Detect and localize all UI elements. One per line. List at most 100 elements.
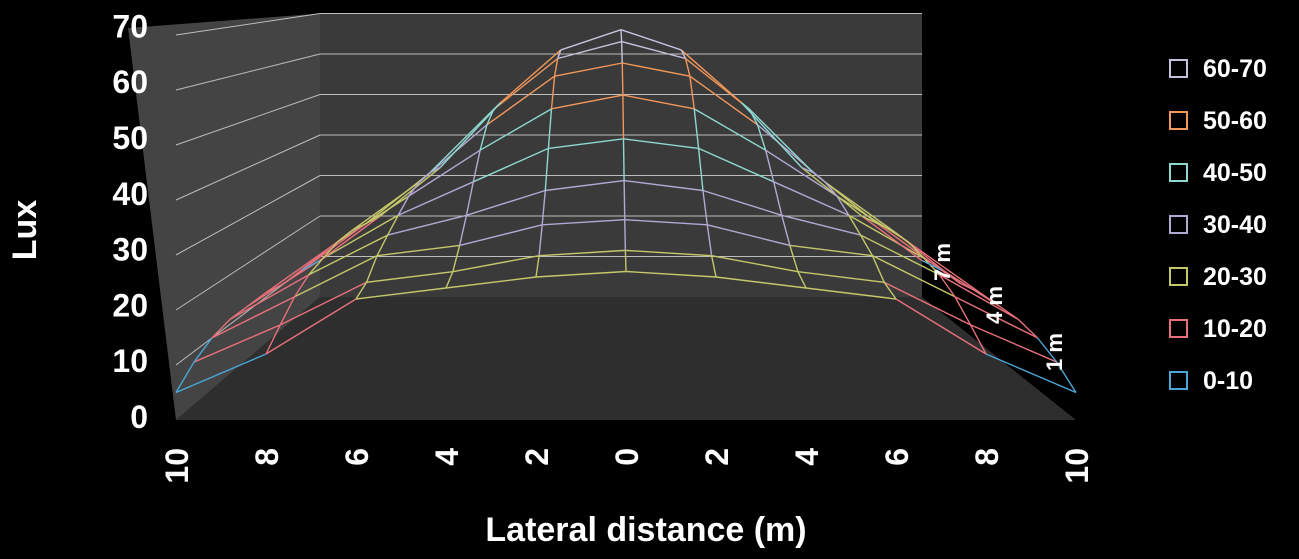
- mesh-segment: [907, 241, 925, 259]
- mesh-segment: [748, 108, 759, 126]
- mesh-segment: [500, 49, 562, 104]
- surface-mesh: [175, 29, 1077, 394]
- mesh-segment: [418, 172, 431, 183]
- mesh-segment: [408, 149, 481, 197]
- mesh-segment: [355, 287, 447, 300]
- mesh-segment: [748, 108, 814, 174]
- mesh-segment: [861, 215, 878, 225]
- mesh-segment: [622, 62, 691, 77]
- x-tick-label: 10: [159, 448, 195, 484]
- floor-plane: [176, 297, 1076, 420]
- mesh-segment: [336, 230, 353, 243]
- mesh-segment: [970, 324, 1058, 363]
- mesh-segment: [801, 166, 863, 217]
- mesh-segment: [486, 75, 556, 126]
- mesh-segment: [365, 172, 431, 225]
- mesh-segment: [907, 241, 981, 294]
- mesh-segment: [479, 124, 488, 151]
- legend-swatch: [1169, 215, 1188, 234]
- mesh-segment: [493, 102, 502, 110]
- mesh-segment: [812, 172, 826, 183]
- legend-item: 40-50: [1169, 159, 1267, 187]
- legend-item: 60-70: [1169, 55, 1267, 83]
- legend-label: 20-30: [1203, 263, 1267, 291]
- x-axis-ticks: 10 8 6 4 2 0 2 4 6 8 10: [159, 448, 1095, 484]
- mesh-segment: [548, 138, 624, 150]
- mesh-segment: [764, 150, 775, 182]
- z-tick-label: 40: [112, 176, 148, 212]
- mesh-segment: [960, 282, 981, 294]
- mesh-segment: [740, 102, 750, 110]
- z-axis-title: Lux: [6, 200, 44, 261]
- mesh-segment: [408, 181, 420, 197]
- mesh-segment: [265, 324, 281, 355]
- mesh-segment: [693, 108, 700, 149]
- z-tick-label: 30: [112, 232, 148, 268]
- mesh-segment: [781, 214, 861, 236]
- mesh-segment: [366, 270, 453, 283]
- mesh-segment: [473, 147, 549, 183]
- mesh-segment: [1056, 361, 1077, 393]
- mesh-segment: [429, 108, 495, 174]
- legend: 60-70 50-60 40-50 30-40 20-30 10-20 0-10: [1169, 55, 1267, 395]
- mesh-segment: [535, 270, 627, 278]
- depth-axis-ticks: 1 m 4 m 7 m: [930, 243, 1067, 371]
- mesh-segment: [229, 274, 310, 320]
- x-tick-label: 6: [339, 448, 375, 466]
- mesh-segment: [279, 296, 296, 326]
- mesh-segment: [697, 148, 704, 191]
- mesh-segment: [860, 234, 940, 276]
- mesh-segment: [308, 257, 324, 276]
- mesh-segment: [689, 75, 758, 126]
- mesh-segment: [265, 282, 285, 294]
- mesh-segment: [229, 305, 249, 320]
- mesh-segment: [193, 324, 281, 363]
- z-axis-ticks: 0 10 20 30 40 50 60 70: [112, 8, 148, 435]
- legend-label: 0-10: [1203, 367, 1253, 395]
- mesh-segment: [861, 215, 923, 262]
- mesh-segment: [452, 255, 540, 273]
- gridline-side: [175, 94, 321, 146]
- legend-label: 60-70: [1203, 55, 1267, 83]
- mesh-segment: [969, 324, 987, 355]
- mesh-segment: [322, 214, 399, 259]
- mesh-segment: [265, 298, 357, 355]
- mesh-segment: [706, 224, 713, 256]
- mesh-segment: [623, 180, 626, 220]
- z-tick-label: 70: [112, 8, 148, 44]
- x-tick-label: 4: [789, 448, 825, 466]
- mesh-segment: [429, 166, 441, 174]
- mesh-segment: [824, 181, 838, 197]
- mesh-segment: [939, 274, 1019, 320]
- mesh-segment: [547, 108, 553, 149]
- legend-swatch: [1169, 59, 1188, 78]
- mesh-segment: [535, 255, 540, 278]
- mesh-segment: [836, 195, 850, 216]
- mesh-segment: [1036, 337, 1058, 363]
- mesh-segment: [773, 181, 850, 216]
- mesh-segment: [773, 181, 783, 216]
- mesh-segment: [883, 281, 971, 326]
- mesh-segment: [322, 241, 338, 259]
- mesh-segment: [376, 234, 389, 256]
- mesh-segment: [355, 281, 368, 300]
- mesh-segment: [351, 222, 367, 232]
- mesh-segment: [620, 29, 623, 42]
- x-tick-label: 0: [609, 448, 645, 466]
- mesh-segment: [387, 214, 467, 236]
- mesh-segment: [550, 76, 556, 109]
- depth-tick-label: 4 m: [982, 286, 1007, 324]
- legend-label: 40-50: [1203, 159, 1267, 187]
- mesh-segment: [1017, 318, 1038, 339]
- mesh-segment: [711, 255, 799, 273]
- mesh-segment: [294, 255, 378, 298]
- mesh-segment: [689, 76, 695, 109]
- legend-item: 50-60: [1169, 107, 1267, 135]
- x-axis-title: Lateral distance (m): [485, 511, 806, 549]
- x-tick-label: 6: [879, 448, 915, 466]
- mesh-segment: [921, 259, 942, 271]
- x-tick-label: 10: [1059, 448, 1095, 484]
- depth-tick-label: 7 m: [930, 243, 955, 281]
- mesh-segment: [560, 29, 622, 51]
